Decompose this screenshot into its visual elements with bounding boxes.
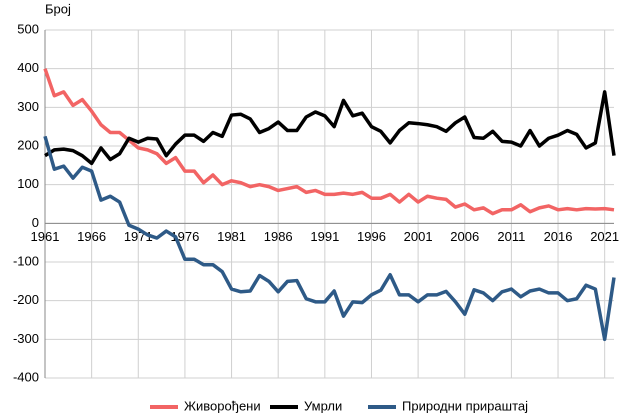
x-tick-label: 2016 — [544, 229, 573, 244]
y-tick-label: 0 — [32, 215, 39, 230]
y-tick-label: 300 — [17, 99, 39, 114]
legend-label: Живорођени — [184, 398, 261, 413]
x-tick-label: 2011 — [497, 229, 525, 244]
x-tick-label: 1986 — [264, 229, 293, 244]
x-tick-label: 2021 — [590, 229, 619, 244]
legend-label: Умрли — [304, 398, 342, 413]
x-tick-label: 2001 — [404, 229, 433, 244]
series-line — [43, 135, 616, 342]
x-tick-label: 1966 — [77, 229, 106, 244]
legend-label: Природни прираштај — [402, 398, 528, 413]
y-axis-label: Број — [45, 1, 71, 16]
y-tick-label: -300 — [13, 331, 39, 346]
y-tick-label: -200 — [13, 292, 39, 307]
x-tick-label: 1991 — [310, 229, 339, 244]
x-tick-label: 1981 — [217, 229, 246, 244]
y-tick-label: 100 — [17, 176, 39, 191]
y-tick-label: 400 — [17, 60, 39, 75]
series-line — [44, 90, 616, 166]
y-tick-label: 200 — [17, 137, 39, 152]
series-line — [43, 68, 615, 216]
y-tick-label: -400 — [13, 369, 39, 384]
x-tick-label: 2006 — [450, 229, 479, 244]
y-tick-label: -100 — [13, 253, 39, 268]
x-tick-label: 1996 — [357, 229, 386, 244]
y-tick-label: 500 — [17, 21, 39, 36]
